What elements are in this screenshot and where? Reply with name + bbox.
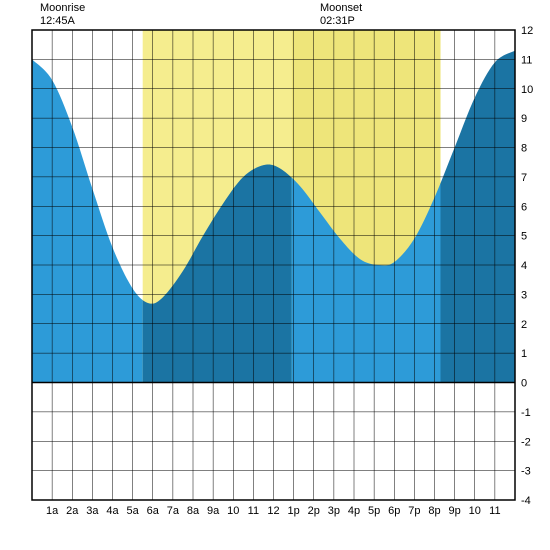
- xtick-label: 7p: [408, 505, 420, 517]
- ytick-label: 9: [521, 113, 527, 125]
- ytick-label: 7: [521, 172, 527, 184]
- xtick-label: 2a: [66, 505, 79, 517]
- ytick-label: 0: [521, 378, 527, 390]
- xtick-label: 5p: [368, 505, 380, 517]
- xtick-label: 11: [489, 505, 500, 517]
- moonset-title: Moonset: [320, 2, 362, 14]
- xtick-label: 1a: [46, 505, 59, 517]
- ytick-label: -1: [521, 407, 531, 419]
- xtick-label: 10: [469, 505, 481, 517]
- xtick-label: 4a: [106, 505, 119, 517]
- ytick-label: 1: [521, 348, 527, 360]
- xtick-label: 9a: [207, 505, 220, 517]
- ytick-label: 6: [521, 201, 527, 213]
- xtick-label: 8p: [428, 505, 440, 517]
- xtick-label: 6a: [147, 505, 160, 517]
- xtick-label: 5a: [127, 505, 140, 517]
- ytick-label: 4: [521, 260, 527, 272]
- xtick-label: 4p: [348, 505, 360, 517]
- xtick-label: 6p: [388, 505, 400, 517]
- ytick-label: 3: [521, 289, 527, 301]
- xtick-label: 10: [227, 505, 239, 517]
- xtick-label: 2p: [308, 505, 320, 517]
- moonrise-time: 12:45A: [40, 15, 75, 27]
- xtick-label: 9p: [449, 505, 461, 517]
- xtick-label: 12: [267, 505, 279, 517]
- ytick-label: 5: [521, 231, 527, 243]
- xtick-label: 7a: [167, 505, 180, 517]
- moonset-label: Moonset 02:31P: [320, 2, 362, 28]
- xtick-label: 1p: [288, 505, 300, 517]
- ytick-label: -4: [521, 495, 531, 507]
- ytick-label: 10: [521, 84, 533, 96]
- moonset-time: 02:31P: [320, 15, 355, 27]
- moonrise-title: Moonrise: [40, 2, 85, 14]
- chart-svg: 1211109876543210-1-2-3-41a2a3a4a5a6a7a8a…: [0, 0, 550, 550]
- xtick-label: 3p: [328, 505, 340, 517]
- ytick-label: -2: [521, 436, 531, 448]
- xtick-label: 3a: [86, 505, 99, 517]
- tide-chart: Moonrise 12:45A Moonset 02:31P 121110987…: [0, 0, 550, 550]
- ytick-label: 2: [521, 319, 527, 331]
- ytick-label: -3: [521, 466, 531, 478]
- ytick-label: 12: [521, 25, 533, 37]
- moonrise-label: Moonrise 12:45A: [40, 2, 85, 28]
- ytick-label: 11: [521, 54, 532, 66]
- xtick-label: 8a: [187, 505, 200, 517]
- ytick-label: 8: [521, 143, 527, 155]
- xtick-label: 11: [248, 505, 259, 517]
